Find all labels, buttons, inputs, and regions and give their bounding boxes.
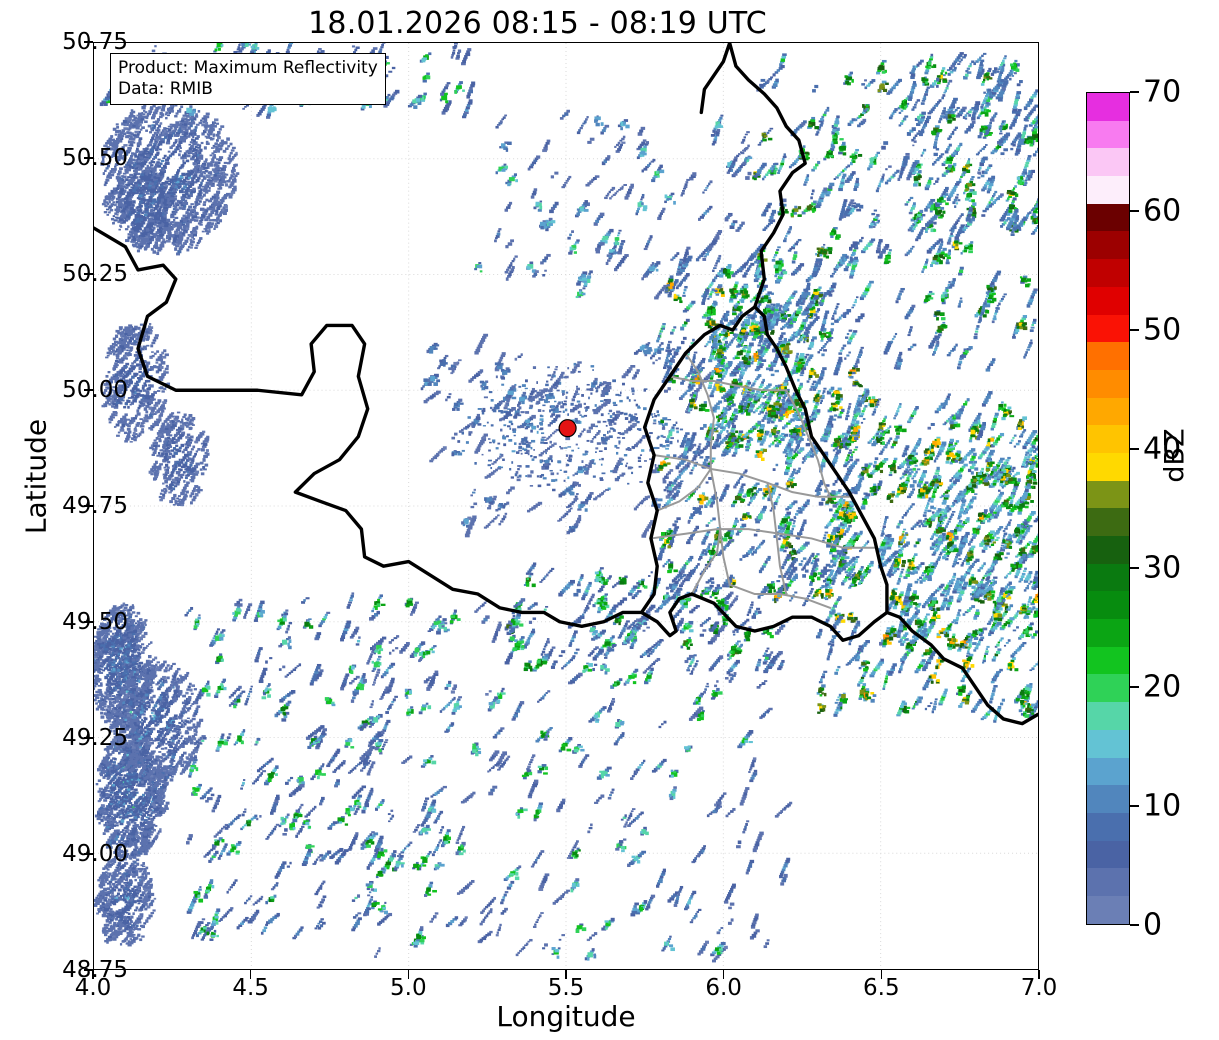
- administrative-border-layer: [649, 352, 876, 609]
- y-tick-mark: [84, 157, 93, 159]
- colorbar-tick-label: 0: [1143, 908, 1162, 943]
- radar-site-marker-layer: [558, 419, 577, 438]
- colorbar-segment: [1087, 508, 1129, 536]
- colorbar-segment: [1087, 369, 1129, 398]
- colorbar-segment: [1087, 93, 1129, 121]
- colorbar-segment: [1087, 591, 1129, 620]
- colorbar-segment: [1087, 646, 1129, 675]
- colorbar-segment: [1087, 757, 1129, 786]
- colorbar-segment: [1087, 868, 1129, 896]
- colorbar-tick-label: 40: [1143, 432, 1181, 467]
- colorbar-segment: [1087, 895, 1129, 924]
- y-tick-mark: [84, 853, 93, 855]
- x-tick-label: 6.5: [863, 975, 900, 1001]
- x-tick-mark: [722, 970, 725, 979]
- radar-site-marker: [558, 419, 577, 438]
- colorbar-tick-mark: [1130, 686, 1139, 688]
- colorbar-segment: [1087, 702, 1129, 730]
- colorbar-segment: [1087, 176, 1129, 204]
- annotation-data-line: Data: RMIB: [118, 79, 378, 100]
- colorbar-segment: [1087, 480, 1129, 509]
- y-tick-label: 50.50: [62, 145, 128, 171]
- grid-lines-layer: [94, 43, 1038, 969]
- colorbar-segment: [1087, 840, 1129, 869]
- x-tick-mark: [407, 970, 410, 979]
- x-tick-mark: [249, 970, 252, 979]
- y-tick-mark: [84, 389, 93, 391]
- y-axis-label: Latitude: [20, 337, 53, 617]
- colorbar-tick-mark: [1130, 448, 1139, 450]
- colorbar-segment: [1087, 148, 1129, 177]
- colorbar-unit-label: dBZ: [1160, 366, 1191, 546]
- y-tick-label: 49.75: [62, 493, 128, 519]
- colorbar-segment: [1087, 314, 1129, 343]
- product-annotation-box: Product: Maximum Reflectivity Data: RMIB: [110, 53, 386, 106]
- colorbar: [1086, 92, 1130, 925]
- y-tick-mark: [84, 621, 93, 623]
- y-tick-label: 50.75: [62, 29, 128, 55]
- x-tick-label: 4.5: [232, 975, 269, 1001]
- country-border-layer: [94, 43, 1038, 726]
- y-tick-label: 49.50: [62, 609, 128, 635]
- annotation-product-line: Product: Maximum Reflectivity: [118, 58, 378, 79]
- y-tick-mark: [84, 273, 93, 275]
- colorbar-segment: [1087, 785, 1129, 813]
- colorbar-tick-label: 70: [1143, 75, 1181, 110]
- colorbar-tick-label: 20: [1143, 670, 1181, 705]
- x-tick-label: 4.0: [75, 975, 112, 1001]
- reflectivity-echo-layer: [94, 43, 1038, 963]
- x-tick-mark: [92, 970, 94, 979]
- y-tick-mark: [84, 737, 93, 739]
- x-tick-mark: [565, 970, 567, 979]
- x-tick-label: 5.5: [548, 975, 585, 1001]
- colorbar-segment: [1087, 536, 1129, 564]
- y-tick-mark: [84, 505, 93, 507]
- colorbar-segment: [1087, 452, 1129, 481]
- y-tick-label: 49.00: [62, 841, 128, 867]
- x-tick-label: 7.0: [1021, 975, 1058, 1001]
- x-tick-mark: [1038, 970, 1040, 979]
- colorbar-segment: [1087, 286, 1129, 315]
- map-canvas: [94, 43, 1038, 969]
- y-tick-mark: [84, 41, 93, 43]
- colorbar-segment: [1087, 619, 1129, 647]
- figure-title: 18.01.2026 08:15 - 08:19 UTC: [0, 6, 1075, 41]
- colorbar-segment: [1087, 729, 1129, 758]
- colorbar-segment: [1087, 563, 1129, 592]
- colorbar-tick-mark: [1130, 567, 1139, 569]
- colorbar-segment: [1087, 203, 1129, 232]
- x-tick-label: 5.0: [390, 975, 427, 1001]
- y-tick-mark: [84, 969, 93, 971]
- colorbar-segment: [1087, 120, 1129, 149]
- y-tick-label: 50.25: [62, 261, 128, 287]
- colorbar-segment: [1087, 259, 1129, 287]
- map-plot-area: Product: Maximum Reflectivity Data: RMIB: [93, 42, 1039, 970]
- x-tick-mark: [880, 970, 883, 979]
- colorbar-tick-mark: [1130, 329, 1139, 331]
- colorbar-segment: [1087, 231, 1129, 260]
- y-tick-label: 50.00: [62, 377, 128, 403]
- colorbar-tick-label: 30: [1143, 551, 1181, 586]
- y-tick-label: 49.25: [62, 725, 128, 751]
- colorbar-tick-label: 60: [1143, 194, 1181, 229]
- colorbar-tick-label: 10: [1143, 789, 1181, 824]
- colorbar-segment: [1087, 812, 1129, 841]
- colorbar-tick-mark: [1130, 805, 1139, 807]
- colorbar-segment: [1087, 342, 1129, 370]
- x-tick-label: 6.0: [705, 975, 742, 1001]
- colorbar-tick-mark: [1130, 91, 1139, 93]
- colorbar-tick-mark: [1130, 924, 1139, 926]
- x-axis-label: Longitude: [93, 1000, 1039, 1033]
- y-tick-label: 48.75: [62, 957, 128, 983]
- colorbar-segment: [1087, 425, 1129, 453]
- colorbar-tick-mark: [1130, 210, 1139, 212]
- colorbar-tick-label: 50: [1143, 313, 1181, 348]
- colorbar-segment: [1087, 674, 1129, 703]
- colorbar-segment: [1087, 397, 1129, 426]
